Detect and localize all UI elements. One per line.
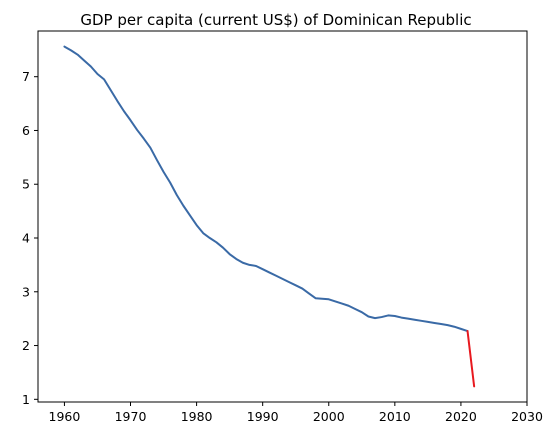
y-tick-label: 6 bbox=[22, 123, 30, 138]
plot-lines bbox=[63, 45, 476, 388]
x-tick-label: 1980 bbox=[181, 409, 213, 424]
y-tick-label: 1 bbox=[22, 392, 30, 407]
y-tick-label: 5 bbox=[22, 177, 30, 192]
x-tick-label: 2030 bbox=[511, 409, 543, 424]
y-tick-label: 2 bbox=[22, 338, 30, 353]
y-tick-label: 3 bbox=[22, 284, 30, 299]
y-tick-label: 4 bbox=[22, 231, 30, 246]
series-line-1 bbox=[466, 330, 476, 388]
series-line-0 bbox=[63, 45, 469, 333]
chart-title: GDP per capita (current US$) of Dominica… bbox=[80, 11, 471, 29]
x-tick-label: 1990 bbox=[247, 409, 279, 424]
y-tick-label: 7 bbox=[22, 69, 30, 84]
x-axis: 1960 1970 1980 1990 2000 2010 2020 2030 bbox=[49, 402, 543, 424]
x-tick-label: 2010 bbox=[379, 409, 411, 424]
plot-frame bbox=[37, 30, 528, 403]
y-axis: 1 2 3 4 5 6 7 bbox=[22, 69, 38, 407]
x-tick-label: 1960 bbox=[49, 409, 81, 424]
x-tick-label: 1970 bbox=[115, 409, 147, 424]
x-tick-label: 2000 bbox=[313, 409, 345, 424]
x-tick-label: 2020 bbox=[445, 409, 477, 424]
